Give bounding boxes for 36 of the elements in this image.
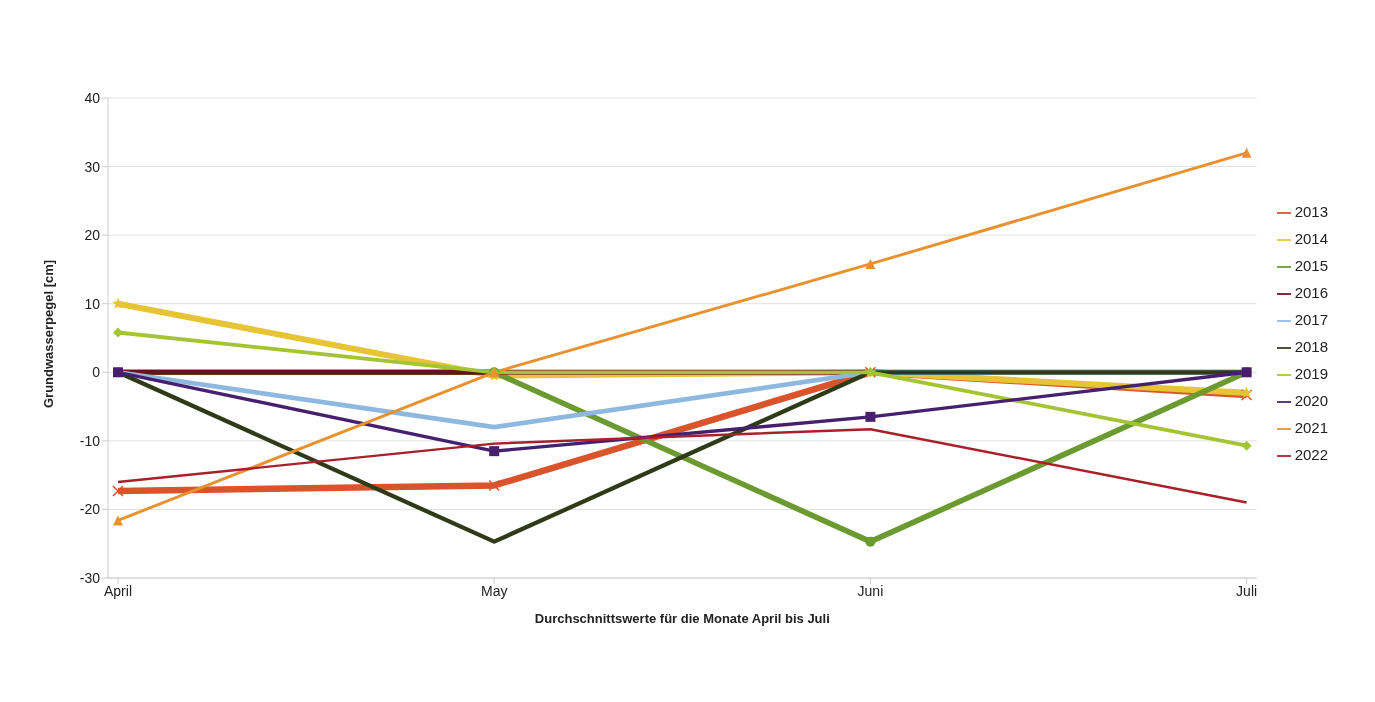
point [112, 485, 124, 497]
point [865, 258, 876, 269]
legend-label: 2019 [1294, 365, 1328, 382]
point [1241, 440, 1252, 451]
y-tick-label: 0 [92, 364, 101, 381]
y-axis-title: Grundwasserpegel [cm] [40, 259, 56, 408]
legend-label: 2022 [1294, 446, 1328, 463]
y-tick-label: -10 [79, 432, 101, 449]
point [113, 327, 123, 338]
point [865, 411, 876, 422]
x-tick-label: April [103, 582, 133, 599]
point [489, 446, 500, 457]
x-tick-label: Juni [857, 582, 884, 599]
x-tick-label: May [480, 582, 508, 599]
point [113, 515, 123, 526]
legend-label: 2015 [1294, 257, 1328, 274]
legend-label: 2021 [1294, 419, 1328, 436]
legend-label: 2018 [1294, 338, 1328, 355]
legend-label: 2020 [1294, 392, 1328, 409]
legend-label: 2014 [1294, 230, 1328, 247]
point [865, 536, 876, 547]
y-tick-label: 10 [84, 295, 101, 312]
y-tick-label: 20 [84, 227, 101, 244]
point [488, 479, 500, 492]
y-tick-label: -20 [79, 501, 101, 518]
y-tick-label: 30 [84, 158, 101, 175]
point [1241, 147, 1252, 158]
y-tick-label: -30 [79, 569, 101, 586]
point [112, 297, 124, 309]
line-series [116, 427, 1248, 504]
x-tick-label: Juli [1236, 582, 1258, 599]
legend-label: 2013 [1294, 203, 1328, 220]
y-tick-label: 40 [84, 89, 101, 106]
x-axis-title: Durchschnittswerte für die Monate April bis Juli [534, 611, 830, 626]
legend-label: 2016 [1294, 284, 1328, 301]
legend-label: 2017 [1294, 311, 1328, 328]
